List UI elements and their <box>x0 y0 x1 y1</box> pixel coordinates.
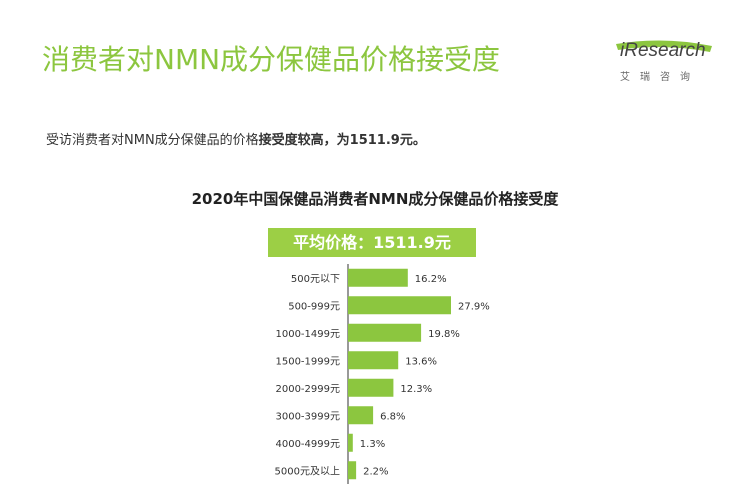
summary-text: 受访消费者对NMN成分保健品的价格接受度较高，为1511.9元。 <box>46 129 426 148</box>
value-label: 19.8% <box>428 329 460 340</box>
logo-swoosh-icon <box>616 40 712 52</box>
summary-prefix: 受访消费者对NMN成分保健品的价格 <box>46 133 259 148</box>
logo-subtext: 艾瑞咨询 <box>620 72 700 83</box>
category-label: 3000-3999元 <box>275 411 340 422</box>
value-label: 13.6% <box>405 356 437 367</box>
logo-text: iResearch <box>620 40 706 61</box>
bar <box>348 268 408 287</box>
value-label: 1.3% <box>360 439 385 450</box>
summary-highlight: 接受度较高，为1511.9元。 <box>258 133 426 148</box>
category-label: 1000-1499元 <box>275 329 340 340</box>
bar <box>348 461 357 480</box>
bar <box>348 378 394 397</box>
value-label: 16.2% <box>415 274 447 285</box>
value-label: 2.2% <box>363 466 388 477</box>
chart-title: 2020年中国保健品消费者NMN成分保健品价格接受度 <box>191 190 559 208</box>
category-label: 500-999元 <box>288 301 340 312</box>
category-label: 500元以下 <box>291 274 340 285</box>
value-label: 12.3% <box>400 384 432 395</box>
category-label: 4000-4999元 <box>275 439 340 450</box>
bar <box>348 406 374 425</box>
category-label: 2000-2999元 <box>275 384 340 395</box>
iresearch-logo: iResearch 艾瑞咨询 <box>614 40 714 86</box>
bar <box>348 296 451 315</box>
category-label: 1500-1999元 <box>275 356 340 367</box>
value-label: 27.9% <box>458 301 490 312</box>
value-label: 6.8% <box>380 411 405 422</box>
page-title: 消费者对NMN成分保健品价格接受度 <box>42 43 501 76</box>
bar <box>348 323 422 342</box>
bar <box>348 433 353 452</box>
average-price-banner: 平均价格：1511.9元 <box>268 228 476 257</box>
bar <box>348 351 399 370</box>
category-label: 5000元及以上 <box>275 465 340 477</box>
